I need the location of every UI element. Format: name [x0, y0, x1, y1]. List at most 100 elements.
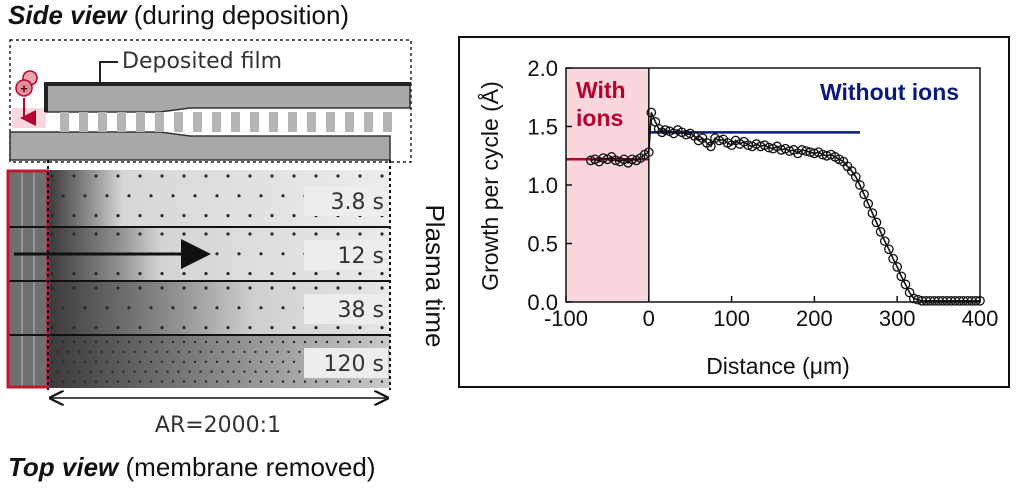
- micrograph-dot: [369, 340, 373, 344]
- micrograph-dot: [89, 370, 92, 373]
- data-point: [706, 141, 716, 152]
- micrograph-dot: [171, 340, 175, 344]
- side-view-dashed-frame: [9, 39, 412, 163]
- y-tick-label: 2.0: [527, 56, 558, 81]
- micrograph-dot: [50, 326, 54, 330]
- micrograph-dot: [127, 306, 131, 310]
- micrograph-dot: [215, 306, 219, 310]
- chart-frame: [458, 36, 1010, 388]
- micrograph-dot: [83, 380, 87, 383]
- micrograph-dot: [325, 340, 329, 344]
- data-point: [879, 236, 890, 247]
- top-view-heading-rest: (membrane removed): [118, 452, 376, 482]
- cavity-pillars: [60, 112, 392, 132]
- micrograph-dot: [56, 370, 59, 373]
- micrograph-dot: [204, 232, 208, 236]
- micrograph-dot: [94, 174, 98, 178]
- micrograph-dot: [193, 380, 197, 383]
- micrograph-dot: [248, 272, 252, 276]
- top-view-heading: Top view (membrane removed): [8, 452, 375, 483]
- micrograph-dot: [259, 360, 263, 363]
- micrograph-dot: [133, 350, 136, 354]
- micrograph-dot: [347, 340, 351, 344]
- micrograph-dot: [358, 326, 362, 330]
- micrograph-dot: [248, 174, 252, 178]
- micrograph-dot: [243, 350, 246, 354]
- micrograph-dot: [72, 360, 76, 363]
- micrograph-dot: [270, 286, 274, 290]
- micrograph-dot: [160, 380, 164, 383]
- micrograph-dot: [56, 350, 59, 354]
- micrograph-dot: [248, 326, 252, 330]
- micrograph-dot: [248, 214, 252, 218]
- micrograph-dot: [50, 214, 54, 218]
- micrograph-dot: [122, 350, 125, 354]
- micrograph-dot: [138, 326, 142, 330]
- micrograph-dot: [237, 252, 241, 256]
- micrograph-dot: [61, 194, 65, 198]
- micrograph-dot: [226, 360, 230, 363]
- growth-chart: -100 0 100 200 300 400 0.0 0.5 1.0 1.5 2.0 With io…: [476, 56, 998, 379]
- micrograph-dot: [270, 232, 274, 236]
- data-point: [863, 198, 874, 209]
- micrograph-dot: [314, 380, 318, 383]
- micrograph-dot: [237, 306, 241, 310]
- micrograph-dot: [182, 214, 186, 218]
- micrograph-dot: [182, 326, 186, 330]
- y-tick-label: 1.5: [527, 115, 558, 140]
- micrograph-dot: [254, 370, 257, 373]
- micrograph-dot: [314, 232, 318, 236]
- micrograph-dot: [215, 340, 219, 344]
- time-label-3: 38 s: [338, 298, 384, 323]
- micrograph-dot: [50, 380, 54, 383]
- micrograph-dot: [127, 360, 131, 363]
- micrograph-dot: [226, 214, 230, 218]
- micrograph-dot: [160, 214, 164, 218]
- ion-circle-front: [15, 79, 33, 97]
- micrograph-dot: [171, 194, 175, 198]
- micrograph-dot: [248, 232, 252, 236]
- micrograph-dot: [259, 306, 263, 310]
- micrograph-dot: [226, 272, 230, 276]
- data-point: [900, 279, 911, 290]
- micrograph-dot: [210, 370, 213, 373]
- side-view-heading: Side view (during deposition): [8, 0, 349, 31]
- micrograph-dot: [276, 370, 279, 373]
- micrograph-dot: [232, 370, 235, 373]
- micrograph-dot: [237, 194, 241, 198]
- data-point: [875, 226, 886, 237]
- data-point: [884, 244, 894, 255]
- micrograph-dot: [83, 360, 87, 363]
- ion-plus-symbol: +: [20, 81, 28, 96]
- micrograph-dot: [160, 174, 164, 178]
- micrograph-dot: [94, 326, 98, 330]
- micrograph-dot: [138, 272, 142, 276]
- micrograph-dot: [276, 350, 279, 354]
- micrograph-dot: [336, 232, 340, 236]
- deposited-film-top: [44, 82, 411, 112]
- micrograph-dot: [116, 286, 120, 290]
- micrograph-dot: [259, 252, 263, 256]
- micrograph-dot: [204, 380, 208, 383]
- with-ions-label-line2: ions: [576, 105, 623, 131]
- micrograph-dot: [105, 306, 109, 310]
- data-point: [660, 125, 671, 135]
- micrograph-dot: [166, 350, 169, 354]
- micrograph-dot: [171, 360, 175, 363]
- micrograph-dot: [380, 286, 384, 290]
- top-view-heading-bold: Top view: [8, 452, 119, 482]
- data-point: [892, 262, 903, 272]
- micrograph-dot: [188, 350, 191, 354]
- y-tick-label: 0.5: [527, 232, 558, 257]
- micrograph-dot: [199, 350, 202, 354]
- micrograph-dot: [248, 380, 252, 383]
- micrograph-dot: [138, 214, 142, 218]
- micrograph-dot: [160, 286, 164, 290]
- micrograph-dot: [270, 272, 274, 276]
- micrograph-dot: [237, 360, 241, 363]
- micrograph-dot: [138, 340, 142, 344]
- micrograph-dot: [116, 272, 120, 276]
- micrograph-dot: [204, 272, 208, 276]
- micrograph-dot: [358, 286, 362, 290]
